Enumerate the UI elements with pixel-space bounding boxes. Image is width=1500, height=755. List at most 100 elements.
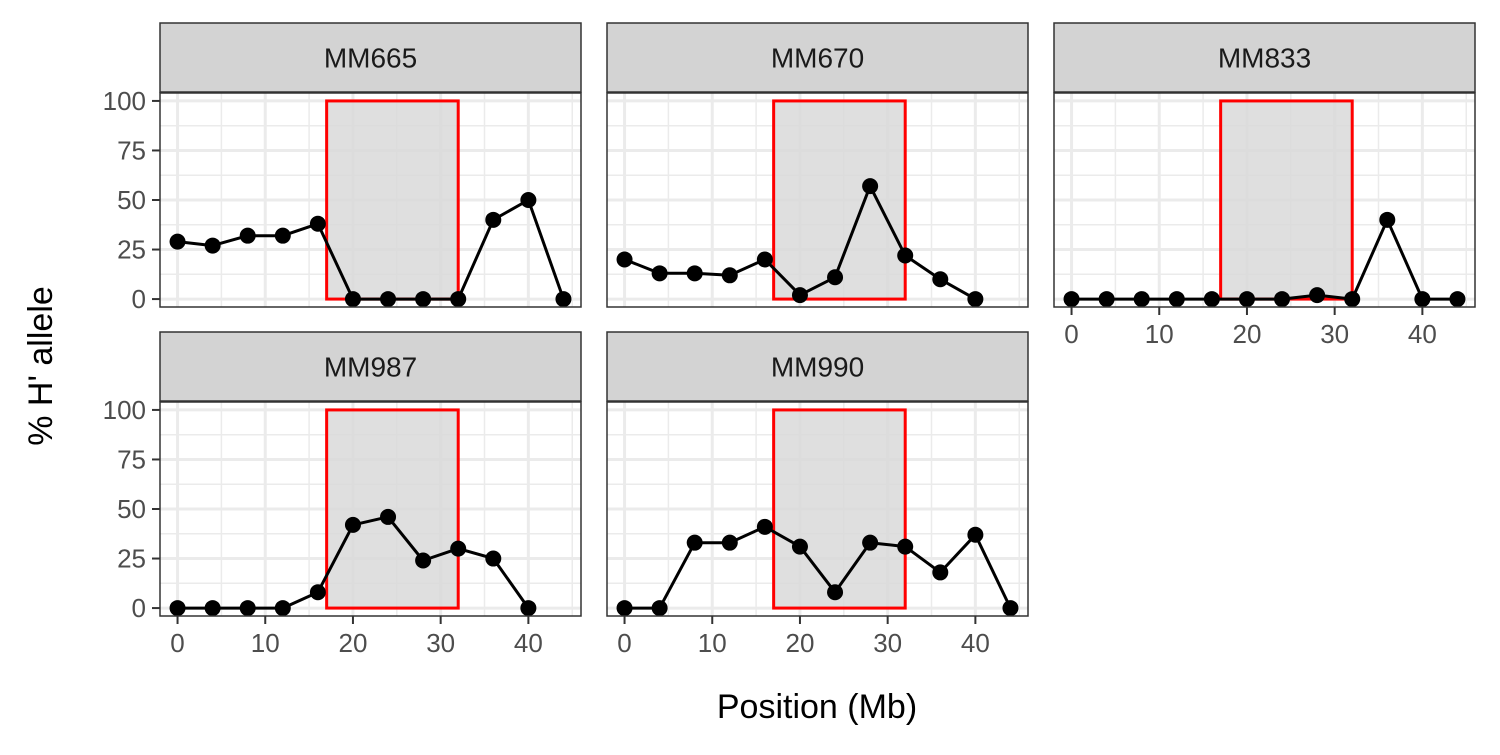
- data-point: [862, 178, 879, 195]
- data-point: [1168, 291, 1185, 308]
- panel-border: [606, 401, 1029, 617]
- panel-mm833: MM833 0 10 20 30 40: [1053, 22, 1476, 349]
- x-tick-label: 10: [251, 628, 280, 658]
- panel-mm990: MM990 0 10 20 30 40: [606, 331, 1029, 658]
- data-point: [169, 600, 186, 617]
- data-point: [616, 600, 633, 617]
- data-point: [686, 534, 703, 551]
- data-point: [380, 508, 397, 525]
- data-point: [450, 291, 467, 308]
- y-tick-label: 50: [117, 185, 146, 215]
- data-point: [1133, 291, 1150, 308]
- panel-border: [1053, 92, 1476, 308]
- data-point: [274, 227, 291, 244]
- x-tick-label: 20: [338, 628, 367, 658]
- data-point: [1344, 291, 1361, 308]
- y-tick-label: 100: [103, 395, 146, 425]
- data-point: [756, 518, 773, 535]
- highlight-region: [772, 408, 907, 610]
- data-point: [1274, 291, 1291, 308]
- strip-background: [159, 331, 582, 402]
- data-point: [239, 227, 256, 244]
- strip-label: MM833: [1218, 43, 1311, 74]
- panel-mm670: MM670: [606, 22, 1029, 308]
- data-point: [686, 265, 703, 282]
- x-tick-label: 40: [1408, 319, 1437, 349]
- data-point: [1002, 600, 1019, 617]
- y-tick-label: 0: [132, 593, 146, 623]
- data-point: [862, 534, 879, 551]
- panel-mm987: MM987 0 25 50 75 100 0 10 20 30 40: [103, 331, 582, 658]
- highlight-region: [325, 408, 460, 610]
- data-point: [169, 233, 186, 250]
- y-tick-label: 25: [117, 544, 146, 574]
- data-point: [274, 600, 291, 617]
- data-point: [344, 516, 361, 533]
- x-tick-label: 30: [1320, 319, 1349, 349]
- data-point: [651, 265, 668, 282]
- y-axis-title: % H' allele: [22, 286, 60, 446]
- data-point: [415, 552, 432, 569]
- highlight-region: [325, 99, 460, 301]
- strip-label: MM987: [324, 352, 417, 383]
- data-point: [932, 271, 949, 288]
- x-tick-label: 0: [1064, 319, 1078, 349]
- data-point: [827, 269, 844, 286]
- data-point: [344, 291, 361, 308]
- data-point: [1098, 291, 1115, 308]
- x-tick-label: 10: [1145, 319, 1174, 349]
- series-line: [624, 525, 1012, 610]
- data-point: [415, 291, 432, 308]
- data-point: [1449, 291, 1466, 308]
- panel-border: [606, 92, 1029, 308]
- x-tick-label: 20: [1232, 319, 1261, 349]
- data-point: [721, 267, 738, 284]
- x-tick-label: 30: [426, 628, 455, 658]
- data-point: [1063, 291, 1080, 308]
- data-point: [239, 600, 256, 617]
- data-point: [380, 291, 397, 308]
- data-point: [555, 291, 572, 308]
- data-point: [756, 251, 773, 268]
- strip-background: [1053, 22, 1476, 93]
- x-axis-title: Position (Mb): [717, 688, 917, 726]
- y-tick-label: 25: [117, 235, 146, 265]
- panel-mm665: MM665 0 25 50 75 100: [103, 22, 582, 314]
- data-point: [309, 584, 326, 601]
- strip-background: [159, 22, 582, 93]
- data-point: [791, 538, 808, 555]
- data-point: [485, 211, 502, 228]
- data-point: [616, 251, 633, 268]
- y-tick-label: 100: [103, 86, 146, 116]
- data-point: [791, 287, 808, 304]
- data-point: [721, 534, 738, 551]
- x-tick-label: 0: [170, 628, 184, 658]
- data-point: [1414, 291, 1431, 308]
- data-point: [897, 538, 914, 555]
- x-tick-label: 30: [873, 628, 902, 658]
- data-point: [651, 600, 668, 617]
- y-tick-label: 75: [117, 135, 146, 165]
- y-tick-label: 0: [132, 284, 146, 314]
- data-point: [450, 540, 467, 557]
- data-point: [309, 215, 326, 232]
- x-tick-label: 10: [698, 628, 727, 658]
- data-point: [827, 584, 844, 601]
- y-tick-label: 50: [117, 494, 146, 524]
- strip-background: [606, 22, 1029, 93]
- x-tick-label: 40: [961, 628, 990, 658]
- data-point: [1309, 287, 1326, 304]
- strip-label: MM990: [771, 352, 864, 383]
- strip-background: [606, 331, 1029, 402]
- x-tick-label: 20: [785, 628, 814, 658]
- x-tick-label: 40: [514, 628, 543, 658]
- strip-label: MM665: [324, 43, 417, 74]
- data-point: [967, 291, 984, 308]
- data-point: [520, 600, 537, 617]
- x-tick-label: 0: [617, 628, 631, 658]
- data-point: [1379, 211, 1396, 228]
- strip-label: MM670: [771, 43, 864, 74]
- y-tick-label: 75: [117, 444, 146, 474]
